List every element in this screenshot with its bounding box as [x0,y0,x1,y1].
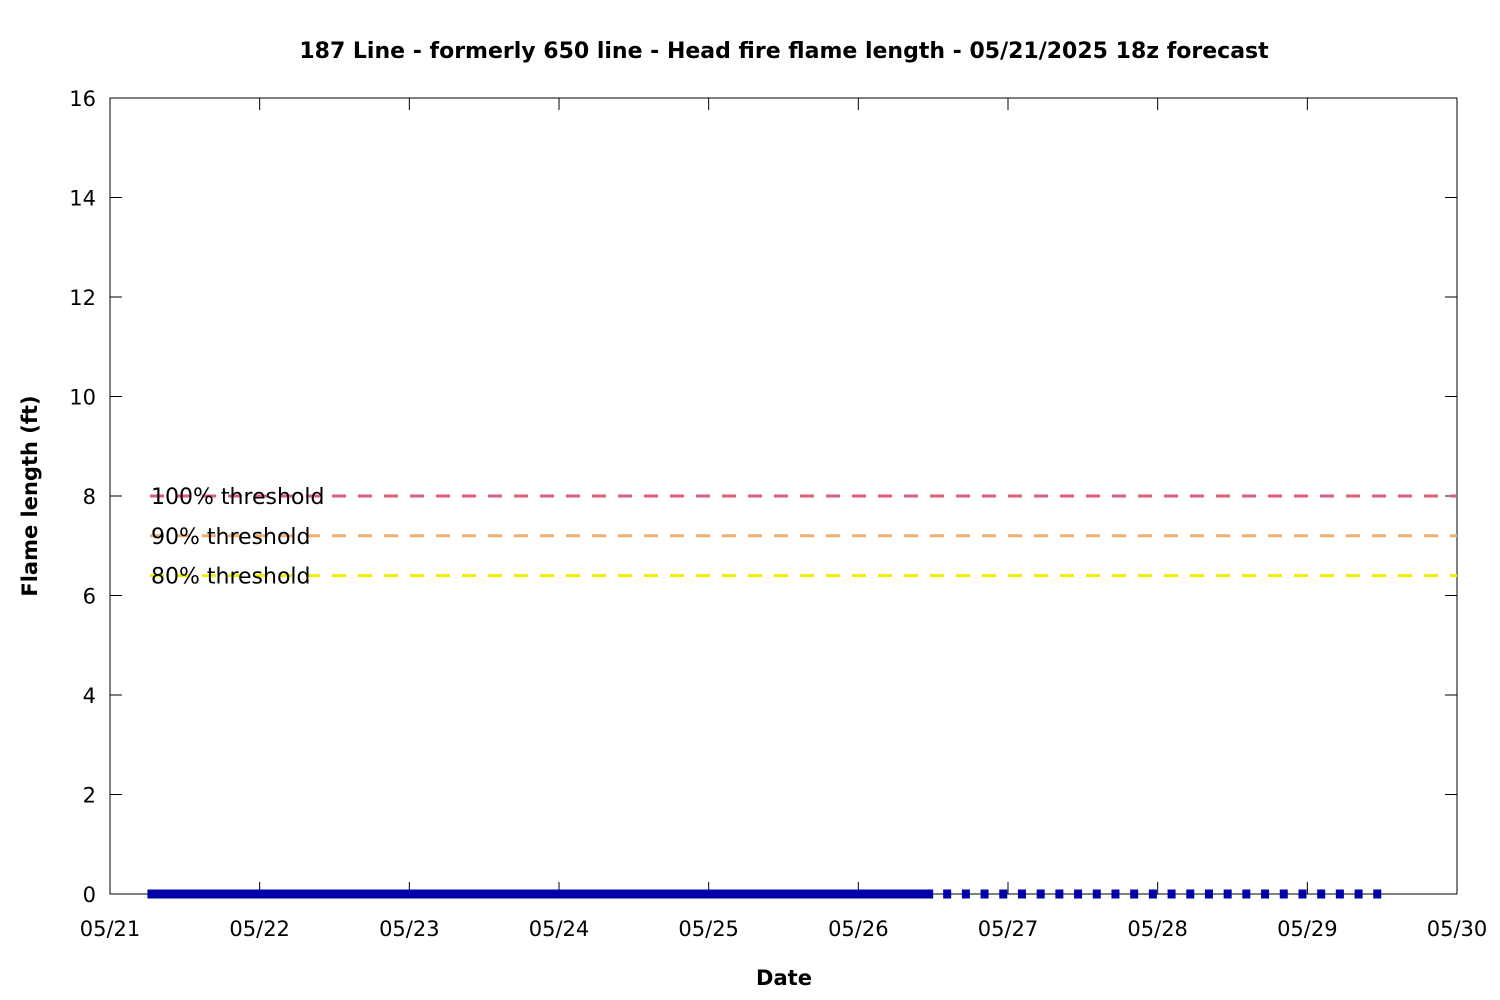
threshold-label: 100% threshold [151,485,325,510]
y-tick-label: 12 [69,286,96,310]
x-tick-label: 05/22 [229,917,290,941]
x-tick-label: 05/26 [828,917,889,941]
x-tick-label: 05/21 [80,917,141,941]
threshold-label: 90% threshold [151,525,311,550]
y-tick-label: 0 [83,883,96,907]
y-tick-label: 8 [83,485,96,509]
y-tick-label: 16 [69,87,96,111]
x-tick-label: 05/28 [1127,917,1188,941]
x-tick-label: 05/29 [1277,917,1338,941]
y-tick-label: 6 [83,585,96,609]
y-tick-labels: 0 2 4 6 8 10 12 14 16 [69,87,96,907]
x-tick-label: 05/25 [678,917,739,941]
y-tick-label: 4 [83,684,96,708]
x-tick-labels: 05/21 05/22 05/23 05/24 05/25 05/26 05/27 05/28… [80,917,1488,941]
x-tick-label: 05/30 [1427,917,1488,941]
x-tick-label: 05/27 [978,917,1039,941]
y-tick-label: 10 [69,386,96,410]
chart-title: 187 Line - formerly 650 line - Head fire… [299,39,1269,64]
axis-ticks [109,97,1458,895]
y-tick-label: 14 [69,187,96,211]
x-tick-label: 05/24 [529,917,590,941]
threshold-label: 80% threshold [151,565,311,590]
threshold-lines: 100% threshold 90% threshold 80% threshold [150,485,1457,590]
x-tick-label: 05/23 [379,917,440,941]
y-axis-label: Flame length (ft) [18,395,42,596]
y-tick-label: 2 [83,784,96,808]
x-axis-label: Date [756,966,812,990]
